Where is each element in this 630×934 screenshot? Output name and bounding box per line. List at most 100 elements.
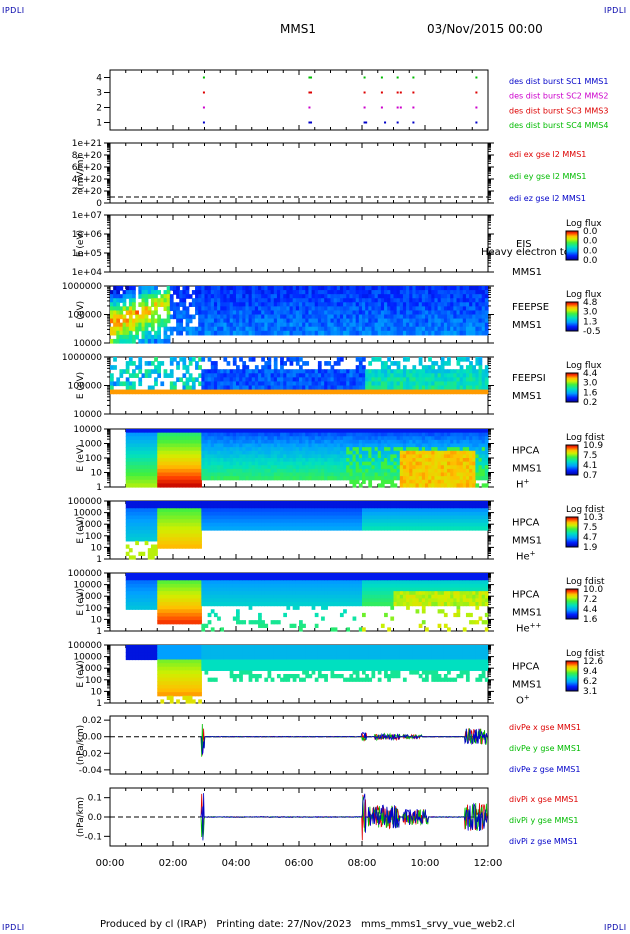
hpca_he-cell <box>147 519 152 524</box>
hpca_he-cell <box>179 501 184 506</box>
feepsi-cell <box>484 381 489 387</box>
hpca_h-cell <box>380 443 385 448</box>
hpca_h-cell <box>207 458 212 463</box>
feepse-cell <box>374 330 379 336</box>
feepsi-cell <box>412 365 417 370</box>
feepse-cell <box>390 330 395 336</box>
hpca_h-cell <box>179 461 184 466</box>
feepse-cell <box>380 306 385 312</box>
feepse-cell <box>248 306 253 312</box>
feepse-cell <box>374 294 379 299</box>
feepse-cell <box>176 314 180 320</box>
hpca_h-cell <box>308 476 313 481</box>
hpca_h-cell <box>169 461 174 466</box>
feepsi-cell <box>321 381 325 387</box>
hpca_h-cell <box>232 458 237 463</box>
feepsi-cell <box>387 369 391 374</box>
hpca_h-cell <box>362 476 366 481</box>
feepse-cell <box>412 318 417 324</box>
hpca_h-cell <box>409 472 413 477</box>
feepse-cell <box>210 286 215 291</box>
feepse-cell <box>286 322 291 328</box>
feepsi-cell <box>412 381 417 387</box>
hpca_h-cell <box>223 461 228 466</box>
hpca_h-cell <box>453 439 458 445</box>
feepse-cell <box>469 330 473 336</box>
hpca_h-cell <box>349 443 354 448</box>
hpca_h-cell <box>324 447 328 452</box>
hpca_h-cell <box>128 429 133 434</box>
hpca_h-cell <box>223 468 228 474</box>
feepse-cell <box>270 290 275 295</box>
feepsi-cell <box>384 389 388 395</box>
feepsi-cell <box>472 377 476 383</box>
feepse-cell <box>437 290 442 295</box>
feepse-cell <box>371 330 376 336</box>
feepsi-cell <box>289 389 294 395</box>
hpca_h-cell <box>210 443 215 448</box>
hpca_h-cell <box>447 483 451 488</box>
hpca_he-cell <box>176 533 180 538</box>
feepse-cell <box>135 322 139 328</box>
feepse-cell <box>412 290 417 295</box>
hpca_h-cell <box>440 429 445 434</box>
feepse-cell <box>210 322 215 328</box>
feepse-cell <box>302 290 306 295</box>
hpca_h-cell <box>428 461 432 466</box>
hpca_h-cell <box>374 439 379 445</box>
hpca_h-cell <box>355 450 360 455</box>
feepsi-cell <box>443 369 448 374</box>
feepsi-cell <box>311 369 316 374</box>
hpca_h-cell <box>421 458 426 463</box>
feepse-cell <box>264 306 269 312</box>
hpca_h-cell <box>258 443 262 448</box>
hpca_he-cell <box>157 537 161 542</box>
feepse-cell <box>380 286 385 291</box>
hpca_h-cell <box>258 472 262 477</box>
feepse-cell <box>393 298 398 303</box>
hpca_he-cell <box>179 508 184 513</box>
feepse-cell <box>311 326 316 332</box>
feepsi-cell <box>418 357 423 362</box>
feepse-cell <box>163 338 168 344</box>
hpca_he-cell <box>163 515 168 520</box>
eis-colorbar-tick: 0.0 <box>583 246 598 256</box>
hpca_h-cell <box>481 443 486 448</box>
hpca_h-cell <box>292 458 297 463</box>
feepse-cell <box>286 318 291 324</box>
hpca_h-cell <box>232 461 237 466</box>
hpca_h-cell <box>443 461 448 466</box>
feepsi-cell <box>450 369 454 374</box>
feepse-cell <box>409 314 413 320</box>
eis-colorbar-title: Log flux <box>566 219 602 229</box>
feepse-cell <box>302 302 306 307</box>
feepse-cell <box>346 326 350 332</box>
feepse-cell <box>204 306 209 312</box>
hpca_h-cell <box>339 461 344 466</box>
feepse-cell <box>261 290 265 295</box>
feepse-cell <box>308 326 313 332</box>
feepsi-colorbar-tick: 1.6 <box>583 388 598 398</box>
feepse-cell <box>481 326 486 332</box>
hpca_h-cell <box>157 443 161 448</box>
feepsi-cell <box>402 373 407 378</box>
feepse-cell <box>138 294 143 299</box>
hpca_h-cell <box>453 465 458 470</box>
hpca_h-cell <box>469 454 473 459</box>
hpca_h-cell <box>434 461 439 466</box>
hpca_h-cell <box>324 454 328 459</box>
hpca_h-cell <box>450 450 454 455</box>
hpca_h-cell <box>198 479 202 484</box>
hpca_h-cell <box>311 443 316 448</box>
hpca_h-cell <box>210 432 215 437</box>
hpca_h-cell <box>387 476 391 481</box>
feepse-cell <box>258 322 262 328</box>
feepse-cell <box>116 306 121 312</box>
feepsi-cell <box>393 385 398 391</box>
feepse-cell <box>380 294 385 299</box>
hpca_he-cell <box>163 526 168 531</box>
feepse-cell <box>339 290 344 295</box>
hpca_h-cell <box>239 454 243 459</box>
hpca_he-cell <box>191 522 196 527</box>
feepse-cell <box>276 302 281 307</box>
